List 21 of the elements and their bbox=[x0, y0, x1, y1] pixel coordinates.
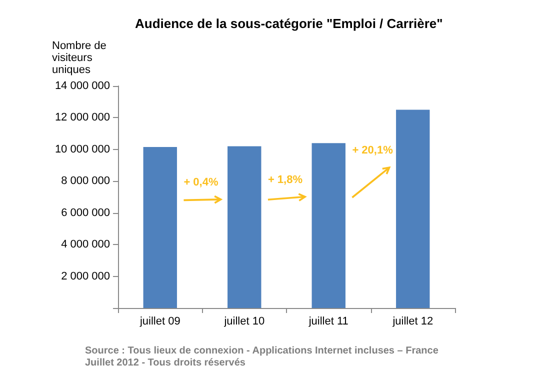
x-tick-label: juillet 09 bbox=[138, 316, 180, 328]
annotation: + 0,4% bbox=[184, 176, 218, 188]
bar bbox=[396, 110, 430, 308]
annotation: + 20,1% bbox=[352, 144, 394, 157]
x-tick-label: juillet 10 bbox=[223, 316, 265, 328]
y-tick-label: 14 000 000 bbox=[54, 80, 110, 92]
y-tick-label: 8 000 000 bbox=[61, 175, 110, 188]
x-tick-label: juillet 11 bbox=[308, 316, 348, 328]
bar bbox=[143, 147, 177, 308]
bar bbox=[228, 146, 262, 308]
chart-title: Audience de la sous-catégorie "Emploi / Carrière" bbox=[135, 16, 443, 31]
source-note: Source : Tous lieux de connexion - Applications Internet incluses – France Juillet 2012 - Tous droits réservés bbox=[85, 346, 442, 368]
y-tick-label: 4 000 000 bbox=[61, 238, 110, 251]
y-axis-title: Nombre de visiteurs uniques bbox=[52, 40, 110, 76]
y-tick-label: 6 000 000 bbox=[61, 206, 110, 219]
y-tick-label: 12 000 000 bbox=[54, 112, 110, 124]
y-tick-label: 10 000 000 bbox=[54, 143, 110, 156]
x-tick-label: juillet 12 bbox=[392, 316, 434, 328]
annotation: + 1,8% bbox=[268, 174, 303, 186]
bar bbox=[312, 143, 346, 308]
y-tick-label: 2 000 000 bbox=[61, 270, 110, 282]
